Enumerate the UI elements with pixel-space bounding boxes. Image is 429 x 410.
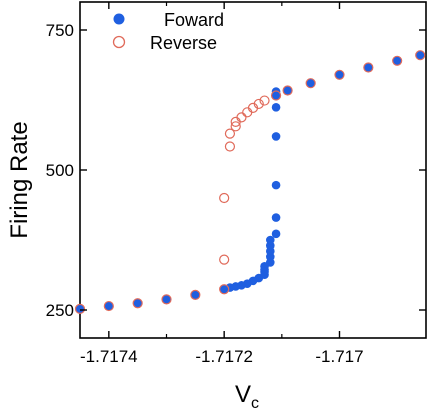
plot-border: [79, 1, 427, 339]
point-reverse: [132, 298, 143, 309]
legend-label-reverse: Reverse: [150, 33, 217, 53]
legend-marker-reverse: [112, 35, 126, 49]
x-tick-label: -1.7172: [195, 347, 253, 366]
x-tick-label: -1.7174: [80, 347, 138, 366]
point-reverse: [230, 121, 241, 132]
legend: Foward Reverse: [112, 10, 224, 53]
point-reverse: [363, 62, 374, 73]
y-axis-title: Firing Rate: [6, 121, 33, 238]
point-forward: [133, 298, 142, 308]
y-tick-label: 250: [46, 301, 74, 320]
x-axis-title-main: V: [235, 381, 251, 408]
point-forward: [271, 90, 281, 99]
point-forward: [162, 295, 171, 304]
point-forward: [271, 213, 281, 222]
point-reverse: [219, 254, 230, 265]
point-reverse: [74, 303, 86, 314]
point-reverse: [392, 55, 403, 66]
x-tick-label: -1.717: [315, 347, 363, 366]
point-reverse: [242, 107, 253, 118]
point-forward: [271, 132, 281, 141]
point-reverse: [190, 289, 201, 300]
point-reverse: [224, 128, 236, 139]
x-axis-title: Vc: [235, 381, 259, 410]
point-forward: [271, 229, 281, 239]
legend-marker-forward: [113, 13, 125, 25]
point-reverse: [103, 300, 114, 312]
plot-frame: [79, 1, 427, 339]
point-forward: [219, 284, 229, 294]
point-reverse: [219, 284, 230, 295]
series-reverse-marks: [74, 50, 426, 314]
point-reverse: [334, 69, 345, 80]
point-forward: [266, 235, 275, 245]
x-axis-title-subscript: c: [251, 395, 259, 410]
point-forward: [75, 304, 85, 314]
point-forward: [283, 86, 292, 95]
point-forward: [271, 180, 281, 190]
point-forward: [335, 70, 344, 80]
point-reverse: [270, 90, 282, 101]
point-reverse: [219, 192, 230, 204]
point-reverse: [415, 50, 426, 61]
series-forward-marks: [75, 50, 425, 314]
point-reverse: [282, 85, 293, 96]
point-reverse: [259, 95, 270, 106]
point-forward: [306, 78, 315, 88]
point-forward: [191, 290, 200, 300]
point-reverse: [236, 112, 247, 123]
point-forward: [415, 50, 425, 60]
point-reverse: [305, 78, 316, 89]
y-tick-label: 750: [46, 21, 74, 40]
point-reverse: [224, 141, 236, 152]
point-forward: [364, 63, 373, 72]
point-forward: [271, 102, 281, 112]
point-forward: [392, 56, 402, 66]
axis-ticks: -1.7174 -1.7172 -1.717 250 500 750: [46, 2, 426, 366]
y-tick-label: 500: [46, 161, 74, 180]
point-forward: [104, 301, 114, 311]
point-reverse: [253, 98, 264, 110]
legend-label-forward: Foward: [164, 10, 224, 30]
point-reverse: [161, 294, 172, 305]
